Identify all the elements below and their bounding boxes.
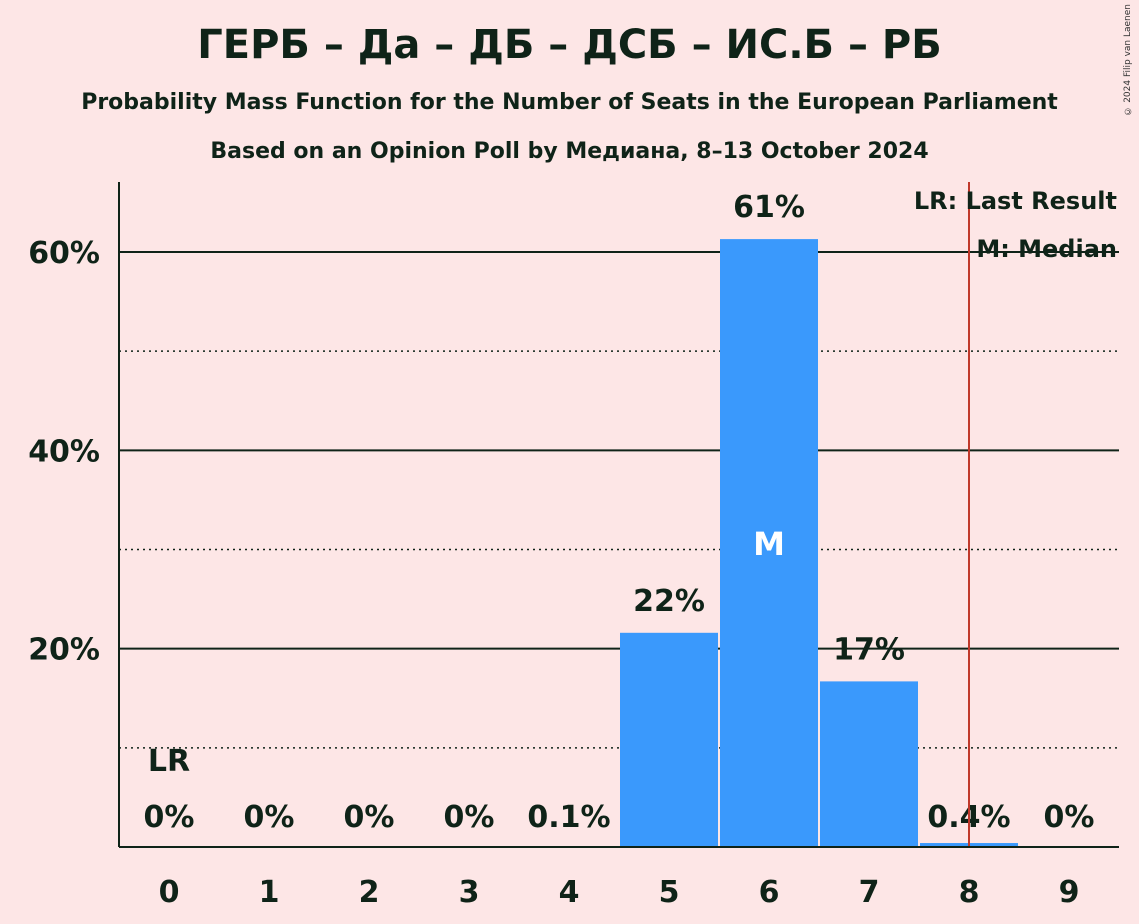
y-tick-label: 60%: [28, 236, 100, 271]
x-tick-label: 0: [159, 875, 180, 910]
median-marker: M: [753, 525, 785, 563]
bar-value-label: 61%: [733, 190, 805, 225]
bar-value-label: 0.1%: [527, 800, 610, 835]
bar-value-label: 0%: [144, 800, 195, 835]
x-tick-label: 8: [959, 875, 980, 910]
last-result-marker: LR: [148, 744, 190, 779]
x-tick-label: 1: [259, 875, 280, 910]
y-tick-label: 40%: [28, 434, 100, 469]
x-tick-label: 5: [659, 875, 680, 910]
x-tick-label: 3: [459, 875, 480, 910]
chart-subtitle: Probability Mass Function for the Number…: [81, 90, 1058, 115]
x-tick-label: 9: [1059, 875, 1080, 910]
chart-title: ГЕРБ – Да – ДБ – ДСБ – ИС.Б – РБ: [197, 22, 942, 68]
x-tick-label: 2: [359, 875, 380, 910]
legend-median: M: Median: [976, 235, 1117, 263]
y-tick-label: 20%: [28, 633, 100, 668]
bar: [720, 239, 818, 847]
bar-value-label: 17%: [833, 632, 905, 667]
bar-value-label: 0%: [444, 800, 495, 835]
x-tick-label: 4: [559, 875, 580, 910]
bar: [620, 632, 718, 847]
bar-value-label: 0%: [344, 800, 395, 835]
bar: [820, 681, 918, 847]
legend-last-result: LR: Last Result: [914, 187, 1117, 215]
bar-value-label: 0%: [1044, 800, 1095, 835]
x-tick-label: 7: [859, 875, 880, 910]
bar-value-label: 0%: [244, 800, 295, 835]
bar-value-label: 22%: [633, 584, 705, 619]
chart-source: Based on an Opinion Poll by Медиана, 8–1…: [210, 139, 929, 164]
x-tick-label: 6: [759, 875, 780, 910]
